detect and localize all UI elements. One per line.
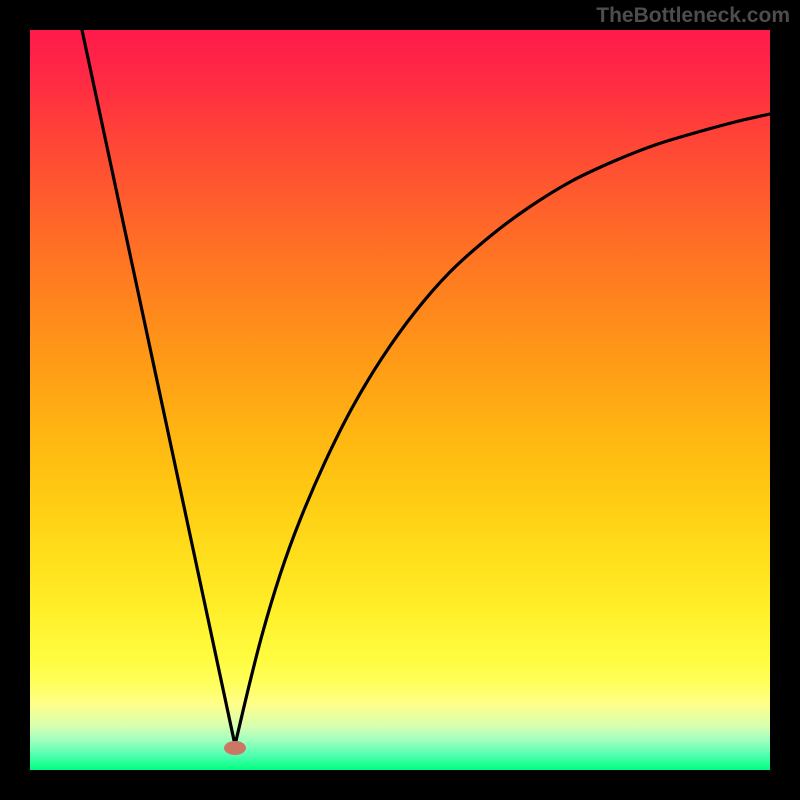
- watermark-text: TheBottleneck.com: [596, 4, 790, 28]
- chart-svg: [0, 0, 800, 800]
- outer-frame: TheBottleneck.com: [0, 0, 800, 800]
- plot-background: [30, 30, 770, 770]
- plot-group: [30, 30, 770, 770]
- min-marker: [224, 741, 246, 755]
